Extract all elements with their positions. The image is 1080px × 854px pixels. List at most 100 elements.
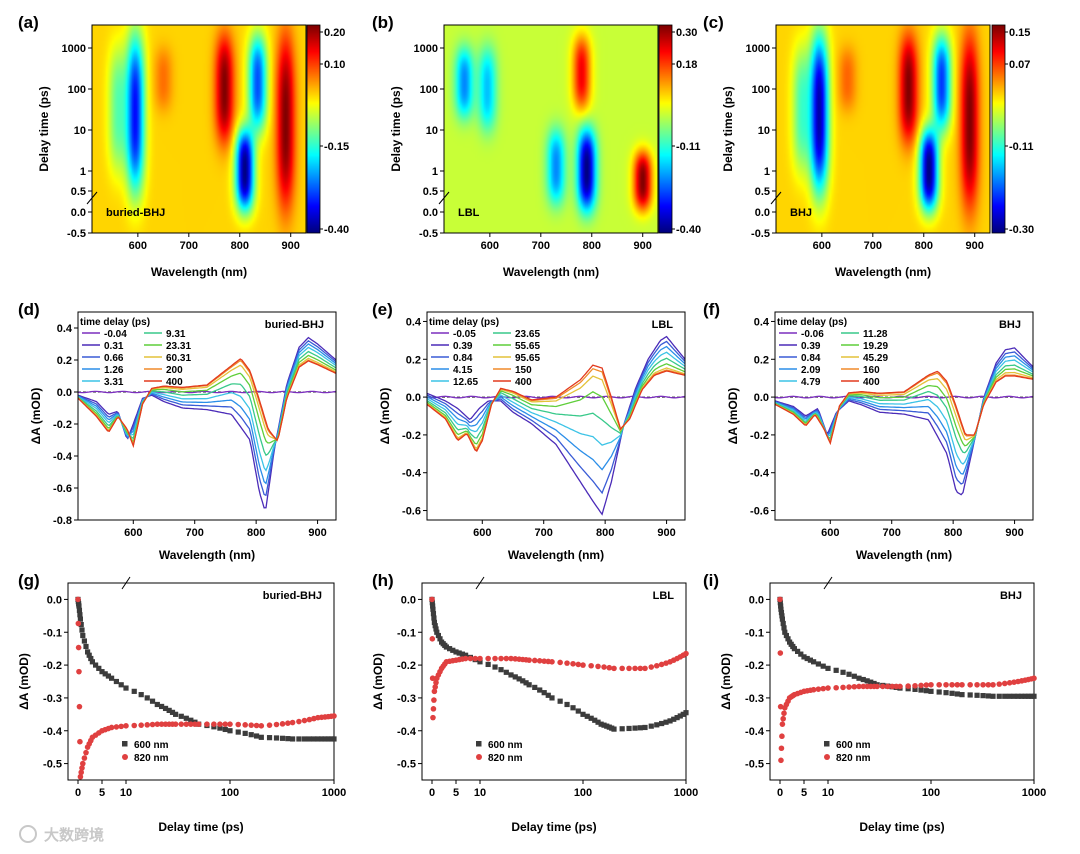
y-tick-label: 0.2 bbox=[754, 354, 769, 366]
plot-frame bbox=[77, 311, 337, 521]
data-point bbox=[498, 667, 504, 673]
data-point bbox=[235, 721, 242, 728]
data-point bbox=[833, 667, 839, 673]
data-point bbox=[211, 721, 217, 727]
data-point bbox=[889, 683, 895, 690]
data-point bbox=[658, 661, 665, 668]
data-point bbox=[936, 689, 942, 695]
data-point bbox=[846, 671, 852, 677]
data-point bbox=[954, 691, 960, 697]
y-tick-label: 1 bbox=[432, 166, 438, 178]
data-point bbox=[331, 736, 337, 742]
y-tick-label: -0.6 bbox=[750, 506, 769, 518]
data-point bbox=[884, 683, 891, 690]
spectra-panel-2: 600 700 800 900 -0.6 -0.4 -0.2 0.0 0.2 0.4 Wavelen… bbox=[703, 300, 1034, 562]
data-point bbox=[102, 671, 108, 677]
legend-entry: 820 nm bbox=[134, 753, 169, 764]
data-point bbox=[923, 682, 930, 688]
x-tick-label: 1000 bbox=[1022, 787, 1046, 799]
legend-marker bbox=[476, 741, 482, 747]
data-point bbox=[498, 655, 504, 662]
data-point bbox=[928, 681, 934, 688]
data-point bbox=[485, 655, 491, 662]
legend-entry: 400 bbox=[515, 377, 532, 388]
colorbar-frame bbox=[991, 24, 1006, 234]
data-point bbox=[79, 627, 85, 633]
series-line-55.65 bbox=[427, 363, 685, 445]
x-tick-label: 0 bbox=[429, 787, 435, 799]
panel-label: (i) bbox=[703, 571, 719, 590]
data-point bbox=[296, 718, 302, 725]
colorbar-tick-label: -0.40 bbox=[324, 224, 349, 236]
data-point bbox=[183, 721, 190, 727]
panel-label: (d) bbox=[18, 300, 40, 319]
series-line-400 bbox=[775, 370, 1033, 446]
data-point bbox=[856, 675, 862, 681]
data-point bbox=[954, 681, 961, 688]
data-point bbox=[663, 719, 669, 725]
axis-break bbox=[823, 576, 833, 590]
x-tick-label: 700 bbox=[180, 240, 198, 252]
x-axis-label: Delay time (ps) bbox=[511, 820, 596, 834]
data-point bbox=[463, 652, 469, 658]
y-axis-label: Delay time (ps) bbox=[389, 86, 403, 171]
y-tick-label: -0.3 bbox=[397, 693, 416, 705]
colorbar-tick-label: 0.30 bbox=[676, 27, 697, 39]
data-point bbox=[453, 649, 459, 655]
legend-entry: -0.06 bbox=[801, 329, 824, 340]
data-point bbox=[235, 729, 241, 735]
x-tick-label: 900 bbox=[634, 240, 652, 252]
x-tick-label: 700 bbox=[532, 240, 550, 252]
legend-title: time delay (ps) bbox=[80, 317, 150, 328]
data-point bbox=[897, 683, 903, 690]
data-point bbox=[677, 713, 683, 719]
x-tick-label: 5 bbox=[99, 787, 105, 799]
data-point bbox=[985, 681, 992, 688]
data-point bbox=[279, 735, 286, 741]
x-tick-label: 0 bbox=[777, 787, 783, 799]
panel-label: (b) bbox=[372, 13, 394, 32]
panel-label: (g) bbox=[18, 571, 40, 590]
data-point bbox=[204, 721, 210, 727]
data-point bbox=[306, 716, 313, 723]
data-point bbox=[78, 621, 84, 628]
x-tick-label: 800 bbox=[583, 240, 601, 252]
y-tick-label: -0.5 bbox=[43, 759, 62, 771]
data-point bbox=[654, 722, 660, 728]
data-point bbox=[864, 678, 870, 684]
data-point bbox=[918, 682, 924, 689]
data-point bbox=[798, 651, 804, 657]
data-point bbox=[778, 603, 784, 609]
data-point bbox=[1007, 693, 1013, 699]
data-point bbox=[980, 693, 986, 699]
x-tick-label: 600 bbox=[473, 527, 491, 539]
y-tick-label: 1 bbox=[764, 166, 770, 178]
data-point bbox=[301, 736, 308, 742]
sample-label: buried-BHJ bbox=[106, 207, 165, 219]
y-tick-label: 0.0 bbox=[755, 207, 770, 219]
y-axis-label: ΔA (mOD) bbox=[719, 653, 733, 710]
y-tick-label: -0.1 bbox=[745, 627, 764, 639]
data-point bbox=[580, 662, 586, 668]
data-point bbox=[158, 721, 165, 727]
y-tick-label: -0.4 bbox=[43, 726, 63, 738]
data-point bbox=[429, 600, 435, 606]
x-tick-label: 5 bbox=[453, 787, 459, 799]
legend-entry: 45.29 bbox=[863, 353, 888, 364]
sample-label: LBL bbox=[653, 590, 675, 602]
data-point bbox=[435, 632, 441, 639]
x-tick-label: 1000 bbox=[322, 787, 346, 799]
data-point bbox=[611, 726, 617, 732]
data-point bbox=[520, 678, 526, 684]
data-point bbox=[804, 655, 810, 662]
data-point bbox=[183, 715, 189, 721]
y-tick-label: -0.4 bbox=[745, 726, 765, 738]
data-point bbox=[80, 760, 86, 767]
data-point bbox=[109, 675, 115, 681]
data-point bbox=[778, 606, 784, 612]
y-tick-label: -0.3 bbox=[745, 693, 764, 705]
data-point bbox=[779, 616, 785, 622]
x-axis-label: Wavelength (nm) bbox=[503, 265, 599, 279]
x-tick-label: 600 bbox=[821, 527, 839, 539]
data-point bbox=[1006, 680, 1013, 686]
